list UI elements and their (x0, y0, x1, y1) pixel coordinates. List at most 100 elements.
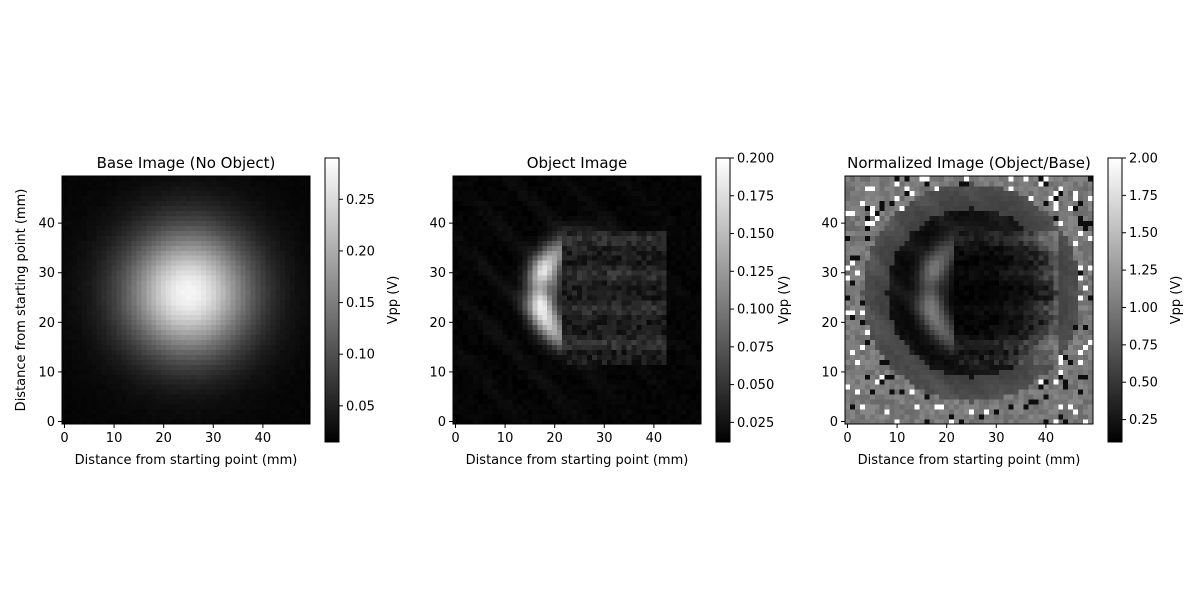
heatmap-cell (76, 250, 83, 256)
heatmap-cell (195, 379, 202, 385)
heatmap-cell (611, 404, 618, 410)
heatmap-cell (96, 384, 103, 390)
heatmap-cell (66, 265, 73, 271)
heatmap-cell (210, 304, 217, 311)
heatmap-cell (81, 220, 88, 226)
heatmap-cell (96, 394, 103, 400)
heatmap-cell (651, 414, 657, 420)
heatmap-cell (666, 215, 672, 221)
heatmap-cell (270, 200, 276, 207)
heatmap-cell (161, 374, 167, 380)
heatmap-cell (601, 364, 608, 370)
heatmap-cell (666, 374, 672, 380)
heatmap-cell (66, 359, 73, 365)
heatmap-cell (492, 389, 498, 395)
heatmap-cell (260, 309, 266, 316)
heatmap-cell (591, 230, 598, 236)
heatmap-cell (275, 245, 281, 251)
heatmap-cell (156, 255, 162, 261)
heatmap-cell (230, 185, 236, 192)
heatmap-cell (116, 290, 122, 296)
heatmap-cell (151, 394, 157, 400)
heatmap-cell (116, 409, 122, 415)
heatmap-cell (676, 304, 682, 311)
heatmap-cell (686, 374, 692, 380)
heatmap-cell (586, 319, 593, 326)
heatmap-cell (71, 364, 78, 370)
heatmap-cell (265, 389, 271, 395)
heatmap-cell (240, 250, 246, 256)
heatmap-cell (171, 176, 177, 182)
heatmap-cell (280, 195, 286, 202)
heatmap-cell (305, 409, 311, 415)
heatmap-cell (245, 270, 251, 276)
heatmap-cell (467, 309, 474, 316)
heatmap-cell (601, 384, 608, 390)
heatmap-cell (676, 245, 682, 251)
heatmap-cell (295, 334, 301, 341)
heatmap-cell (250, 379, 256, 385)
heatmap-cell (671, 334, 677, 341)
heatmap-cell (220, 414, 227, 420)
heatmap-cell (626, 195, 632, 202)
heatmap-cell (686, 230, 692, 236)
heatmap-cell (586, 260, 593, 266)
heatmap-cell (512, 369, 518, 375)
heatmap-cell (686, 409, 692, 415)
heatmap-cell (611, 255, 618, 261)
heatmap-cell (290, 309, 296, 316)
heatmap-cell (686, 314, 692, 321)
heatmap-cell (305, 344, 311, 350)
heatmap-cell (616, 300, 622, 306)
heatmap-cell (250, 324, 256, 331)
heatmap-cell (507, 414, 513, 420)
heatmap-cell (265, 230, 271, 236)
heatmap-cell (151, 275, 157, 281)
heatmap-cell (300, 220, 306, 226)
heatmap-cell (686, 200, 692, 207)
heatmap-cell (270, 190, 276, 197)
heatmap-cell (220, 270, 227, 276)
heatmap-cell (270, 374, 276, 380)
heatmap-cell (200, 329, 207, 336)
heatmap-cell (106, 270, 112, 276)
heatmap-cell (91, 334, 98, 341)
heatmap-cell (527, 260, 533, 266)
colorbar-segment (325, 387, 339, 391)
heatmap-cell (517, 270, 523, 276)
heatmap-cell (547, 200, 553, 207)
heatmap-cell (691, 200, 697, 207)
heatmap-cell (462, 235, 469, 241)
heatmap-cell (596, 235, 603, 241)
heatmap-cell (205, 255, 212, 261)
heatmap-cell (275, 349, 281, 355)
heatmap-cell (121, 220, 127, 226)
heatmap-cell (557, 364, 563, 370)
heatmap-cell (591, 399, 598, 405)
heatmap-cell (200, 414, 207, 420)
heatmap-cell (305, 245, 311, 251)
heatmap-cell (205, 300, 212, 306)
heatmap-cell (507, 354, 513, 360)
heatmap-cell (552, 200, 558, 207)
heatmap-cell (532, 295, 538, 301)
heatmap-cell (453, 200, 459, 207)
heatmap-cell (462, 409, 469, 415)
heatmap-cell (522, 309, 528, 316)
heatmap-cell (230, 270, 236, 276)
heatmap-cell (527, 225, 533, 231)
heatmap-cell (636, 205, 642, 212)
heatmap-cell (606, 265, 613, 271)
heatmap-cell (285, 200, 291, 207)
heatmap-cell (472, 255, 479, 261)
heatmap-cell (275, 280, 281, 286)
heatmap-cell (467, 334, 474, 341)
heatmap-cell (626, 215, 632, 221)
heatmap-cell (631, 290, 637, 296)
heatmap-cell (577, 300, 583, 306)
heatmap-cell (76, 260, 83, 266)
heatmap-cell (676, 394, 682, 400)
heatmap-cell (621, 280, 627, 286)
heatmap-cell (517, 205, 523, 212)
heatmap-cell (176, 359, 182, 365)
